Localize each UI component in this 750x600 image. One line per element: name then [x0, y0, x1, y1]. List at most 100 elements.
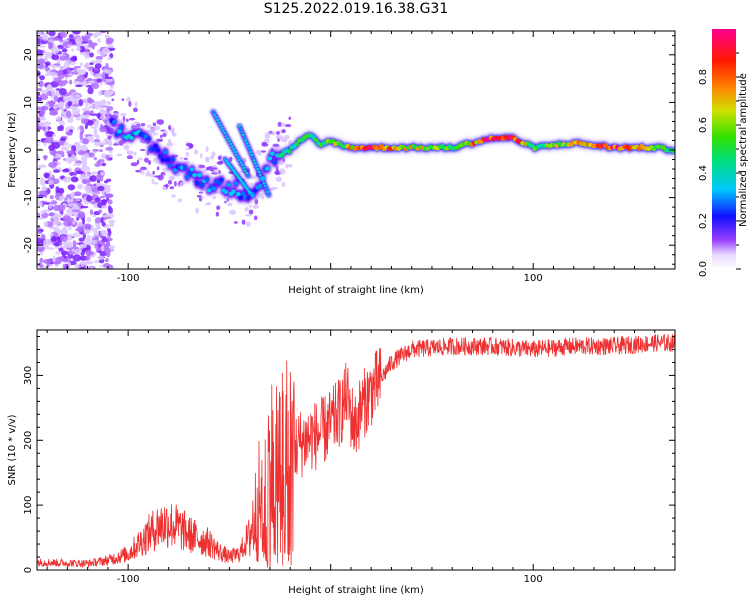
spectrogram-streak-core [217, 121, 221, 124]
colorbar-label: Normalized spectral amplitude [738, 73, 749, 227]
spectrogram-noise-blob [83, 228, 91, 234]
spectrogram-noise-blob [56, 229, 65, 234]
spectrogram-noise-blob [62, 257, 72, 263]
spectrogram-noise-blob [48, 161, 58, 168]
spectrogram-ridge-core [294, 141, 300, 147]
spectrogram-noise-blob [93, 138, 101, 143]
colorbar: 0.0 0.2 0.4 0.6 0.8 Normalized spectral ampl… [698, 29, 749, 277]
spectrogram-noise-blob [279, 168, 286, 175]
spectrogram-noise-blob [89, 62, 94, 65]
spectrogram-ridge-core [184, 174, 190, 180]
spectrogram-noise-blob [59, 55, 67, 61]
spectrogram-noise-blob [108, 142, 112, 145]
spectrogram-noise-blob [101, 47, 110, 55]
spectrogram-noise-blob [254, 198, 259, 205]
spectrogram-noise-blob [93, 34, 99, 39]
spectrogram-noise-blob [101, 221, 106, 227]
spectrogram-noise-blob [134, 101, 138, 108]
spectrogram-noise-blob [48, 31, 56, 37]
spectrogram-noise-blob [106, 100, 112, 105]
spectrogram-noise-blob [137, 157, 143, 161]
spectrogram-noise-blob [80, 205, 89, 209]
spectrogram-noise-blob [53, 218, 61, 226]
spectrogram-noise-blob [42, 51, 52, 56]
spectrogram-noise-blob [87, 98, 95, 104]
spectrogram-noise-blob [147, 160, 152, 166]
spectrogram-noise-blob [244, 213, 252, 217]
spectrogram-noise-blob [50, 200, 58, 205]
spectrogram-noise-blob [244, 206, 249, 212]
spectrogram-streak-core [221, 129, 225, 132]
spectrogram-noise-blob [39, 116, 46, 121]
spectrogram-noise-blob [194, 149, 199, 155]
spectrogram-noise-blob [99, 141, 108, 146]
spectrogram-noise-blob [97, 255, 104, 260]
spectrogram-noise-blob [62, 263, 67, 269]
spectrogram-streak-core [251, 156, 255, 159]
spectrogram-noise-blob [177, 198, 183, 203]
spectrogram-noise-blob [121, 98, 125, 102]
spectrogram-noise-blob [98, 209, 103, 213]
spectrogram-noise-blob [94, 73, 102, 80]
spectrogram-y-tick-label: 10 [23, 96, 34, 109]
spectrogram-noise-blob [101, 162, 107, 167]
spectrogram-noise-blob [39, 75, 46, 81]
spectrogram-streak-core [247, 147, 251, 151]
spectrogram-noise-blob [38, 190, 48, 196]
spectrogram-noise-blob [183, 157, 188, 161]
spectrogram-noise-blob [255, 149, 262, 155]
spectrogram-noise-blob [160, 134, 163, 139]
spectrogram-noise-blob [93, 142, 102, 147]
spectrogram-noise-blob [216, 161, 223, 165]
spectrogram-noise-blob [71, 248, 76, 253]
spectrogram-noise-blob [90, 235, 96, 239]
spectrogram-noise-blob [57, 187, 65, 194]
spectrogram-noise-blob [72, 198, 78, 203]
spectrogram-noise-blob [95, 55, 103, 61]
spectrogram-ridge-core [238, 195, 244, 200]
spectrogram-streak-core [240, 163, 244, 167]
colorbar-ticks: 0.0 0.2 0.4 0.6 0.8 [698, 52, 741, 277]
spectrogram-noise-blob [94, 230, 100, 237]
spectrogram-ridge-core [116, 129, 122, 134]
spectrogram-noise-blob [205, 146, 209, 153]
spectrogram-noise-blob [260, 150, 267, 153]
spectrogram-noise-blob [171, 194, 176, 198]
spectrogram-noise-blob [72, 232, 81, 238]
spectrogram-noise-blob [82, 116, 88, 119]
spectrogram-noise-blob [43, 258, 52, 265]
spectrogram-noise-blob [106, 108, 110, 114]
spectrogram-noise-blob [169, 186, 175, 190]
spectrogram-noise-blob [37, 237, 42, 244]
spectrogram-noise-blob [78, 213, 85, 219]
spectrogram-noise-blob [56, 115, 62, 122]
spectrogram-noise-blob [87, 86, 94, 95]
spectrogram-noise-blob [65, 110, 72, 118]
spectrogram-noise-blob [72, 163, 81, 167]
spectrogram-streak-core [211, 110, 215, 114]
spectrogram-noise-blob [64, 169, 70, 173]
spectrogram-noise-blob [174, 180, 177, 187]
spectrogram-noise-blob [79, 144, 88, 152]
spectrogram-noise-blob [112, 143, 119, 146]
spectrogram-noise-blob [280, 122, 287, 127]
spectrogram-noise-blob [264, 133, 271, 139]
spectrogram-noise-blob [212, 167, 218, 170]
spectrogram-noise-blob [200, 196, 205, 199]
spectrogram-noise-blob [94, 217, 102, 224]
spectrogram-noise-blob [275, 168, 279, 174]
spectrogram-noise-blob [139, 148, 146, 152]
colorbar-tick-label: 0.4 [698, 165, 709, 181]
spectrogram-noise-blob [62, 95, 70, 103]
spectrogram-noise-blob [204, 202, 211, 206]
spectrogram-ridge-core [199, 183, 205, 188]
spectrogram-noise-blob [229, 209, 237, 215]
spectrogram-noise-blob [205, 156, 209, 162]
spectrogram-noise-blob [89, 113, 99, 116]
spectrogram-noise-blob [212, 196, 217, 200]
spectrogram-noise-blob [55, 70, 64, 74]
spectrogram-noise-blob [80, 261, 85, 267]
spectrogram-noise-blob [65, 156, 74, 164]
spectrogram-noise-blob [45, 61, 51, 66]
